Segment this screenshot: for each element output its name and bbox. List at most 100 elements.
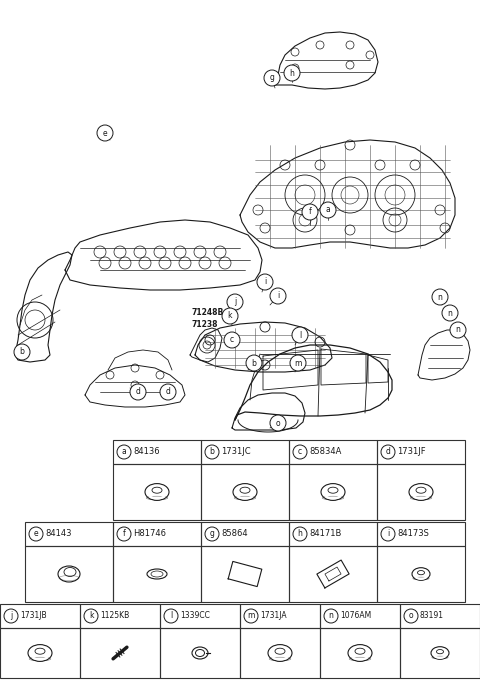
- Circle shape: [117, 527, 131, 541]
- Bar: [289, 546, 377, 602]
- Text: d: d: [166, 387, 170, 396]
- Bar: [377, 464, 465, 520]
- Circle shape: [205, 527, 219, 541]
- Circle shape: [160, 384, 176, 400]
- Text: o: o: [408, 612, 413, 620]
- Text: 1731JB: 1731JB: [20, 612, 47, 620]
- Bar: [240, 628, 320, 678]
- Text: n: n: [329, 612, 334, 620]
- Text: o: o: [276, 419, 280, 428]
- Text: a: a: [121, 447, 126, 456]
- Circle shape: [14, 344, 30, 360]
- Bar: [113, 440, 201, 464]
- Bar: [113, 522, 201, 546]
- Text: 84171B: 84171B: [309, 530, 341, 539]
- Circle shape: [205, 445, 219, 459]
- Bar: [201, 440, 289, 464]
- Text: 71248B: 71248B: [192, 308, 224, 317]
- Text: l: l: [170, 612, 172, 620]
- Bar: [201, 546, 289, 602]
- Bar: [289, 522, 377, 546]
- Text: n: n: [438, 293, 443, 302]
- Bar: [400, 628, 480, 678]
- Bar: [320, 628, 400, 678]
- Circle shape: [244, 609, 258, 623]
- Circle shape: [292, 327, 308, 343]
- Circle shape: [381, 445, 395, 459]
- Bar: [0, 604, 80, 628]
- Text: i: i: [387, 530, 389, 539]
- Bar: [201, 522, 289, 546]
- Bar: [80, 628, 160, 678]
- Circle shape: [246, 355, 262, 371]
- Text: 71238: 71238: [192, 320, 218, 329]
- Circle shape: [84, 609, 98, 623]
- Bar: [160, 628, 240, 678]
- Text: 1731JF: 1731JF: [397, 447, 426, 456]
- Text: 85834A: 85834A: [309, 447, 341, 456]
- Text: i: i: [264, 277, 266, 287]
- Text: c: c: [230, 336, 234, 345]
- Text: n: n: [456, 326, 460, 334]
- Text: g: g: [270, 74, 275, 82]
- Text: 84143: 84143: [45, 530, 72, 539]
- Circle shape: [224, 332, 240, 348]
- Bar: [289, 464, 377, 520]
- Text: 1731JC: 1731JC: [221, 447, 251, 456]
- Text: 1339CC: 1339CC: [180, 612, 210, 620]
- Circle shape: [227, 294, 243, 310]
- Bar: [320, 604, 400, 628]
- Circle shape: [290, 355, 306, 371]
- Text: d: d: [135, 387, 141, 396]
- Text: b: b: [20, 347, 24, 356]
- Circle shape: [442, 305, 458, 321]
- Bar: [377, 440, 465, 464]
- Text: f: f: [309, 208, 312, 217]
- Text: c: c: [298, 447, 302, 456]
- Circle shape: [404, 609, 418, 623]
- Circle shape: [97, 125, 113, 141]
- Text: 83191: 83191: [420, 612, 444, 620]
- Circle shape: [293, 445, 307, 459]
- Circle shape: [320, 202, 336, 218]
- Circle shape: [29, 527, 43, 541]
- Circle shape: [324, 609, 338, 623]
- Text: k: k: [228, 311, 232, 321]
- Bar: [25, 522, 113, 546]
- Circle shape: [264, 70, 280, 86]
- Circle shape: [222, 308, 238, 324]
- Text: d: d: [385, 447, 390, 456]
- Circle shape: [450, 322, 466, 338]
- Text: 1731JA: 1731JA: [260, 612, 287, 620]
- Circle shape: [432, 289, 448, 305]
- Circle shape: [293, 527, 307, 541]
- Bar: [113, 464, 201, 520]
- Text: h: h: [289, 69, 294, 78]
- Bar: [289, 440, 377, 464]
- Circle shape: [4, 609, 18, 623]
- Circle shape: [302, 204, 318, 220]
- Text: l: l: [299, 330, 301, 340]
- Text: e: e: [103, 129, 108, 138]
- Text: H81746: H81746: [133, 530, 166, 539]
- Text: n: n: [447, 308, 453, 317]
- Text: 1125KB: 1125KB: [100, 612, 129, 620]
- Text: j: j: [234, 298, 236, 306]
- Text: a: a: [325, 206, 330, 215]
- Bar: [377, 546, 465, 602]
- Circle shape: [257, 274, 273, 290]
- Text: h: h: [298, 530, 302, 539]
- Bar: [25, 546, 113, 602]
- Text: 84173S: 84173S: [397, 530, 429, 539]
- Text: g: g: [210, 530, 215, 539]
- Text: i: i: [277, 291, 279, 300]
- Circle shape: [270, 288, 286, 304]
- Text: f: f: [122, 530, 125, 539]
- Circle shape: [117, 445, 131, 459]
- Bar: [80, 604, 160, 628]
- Text: m: m: [247, 612, 255, 620]
- Circle shape: [164, 609, 178, 623]
- Bar: [400, 604, 480, 628]
- Bar: [160, 604, 240, 628]
- Bar: [113, 546, 201, 602]
